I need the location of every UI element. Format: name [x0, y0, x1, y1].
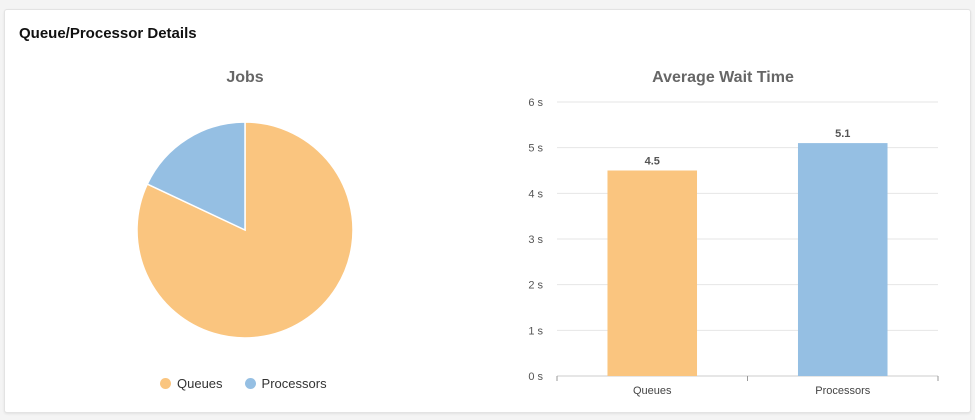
y-tick-label: 6 s: [528, 97, 543, 109]
y-tick-label: 4 s: [528, 188, 543, 200]
bar-queues[interactable]: [607, 170, 698, 377]
legend-label-queues: Queues: [177, 376, 223, 391]
bar-data-label: 5.1: [835, 128, 850, 140]
legend-item-queues[interactable]: Queues: [160, 376, 223, 391]
bar-data-label: 4.5: [645, 156, 660, 168]
legend-item-processors[interactable]: Processors: [244, 376, 327, 391]
bar-processors[interactable]: [797, 143, 888, 376]
jobs-pie-chart: Jobs: [136, 69, 354, 339]
queue-processor-card: Queue/Processor Details Jobs Queues Proc…: [4, 9, 971, 413]
legend-label-processors: Processors: [261, 376, 327, 391]
jobs-chart-title: Jobs: [226, 69, 263, 86]
y-tick-label: 1 s: [528, 325, 543, 337]
x-category-label: Processors: [815, 385, 871, 397]
jobs-legend: Queues Processors: [160, 376, 327, 391]
y-tick-label: 0 s: [528, 371, 543, 383]
wait-time-chart-title: Average Wait Time: [652, 69, 794, 86]
pie-slice-processors[interactable]: [146, 121, 246, 232]
x-category-label: Queues: [633, 385, 672, 397]
y-tick-label: 3 s: [528, 234, 543, 246]
processors-legend-swatch: [244, 378, 256, 389]
y-tick-label: 2 s: [528, 280, 543, 292]
queues-legend-swatch: [160, 378, 171, 389]
wait-time-bar-chart: Average Wait Time 0 s1 s2 s3 s4 s5 s6 s …: [528, 69, 939, 397]
y-tick-label: 5 s: [528, 143, 543, 155]
card-title: Queue/Processor Details: [19, 25, 197, 42]
